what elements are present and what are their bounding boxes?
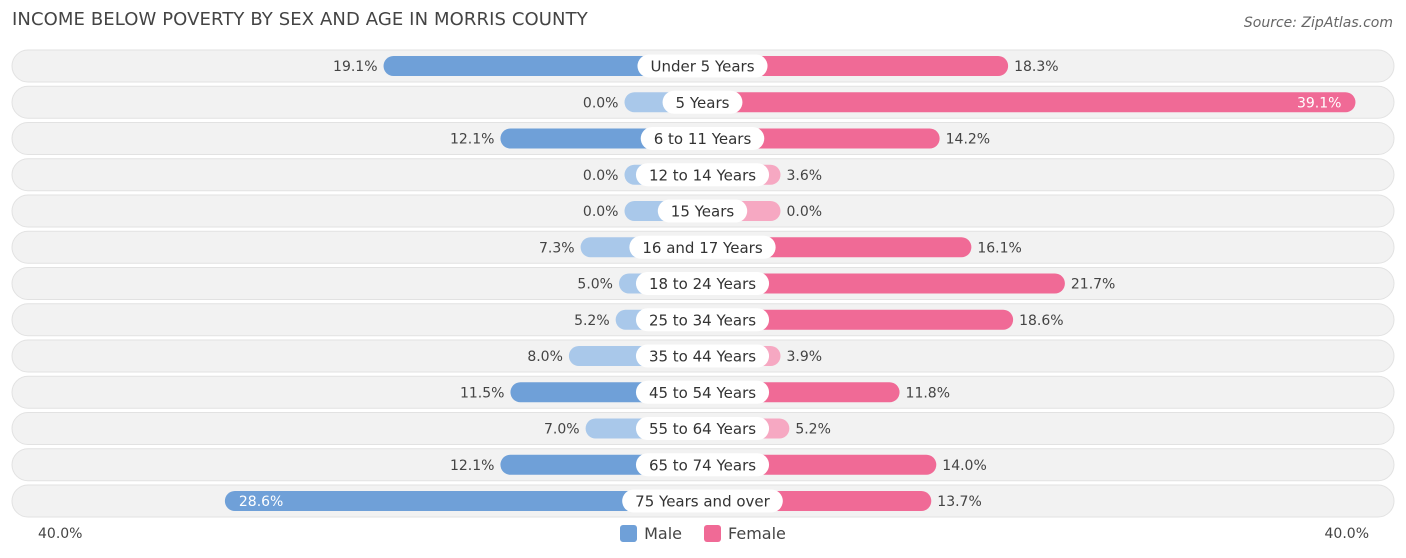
value-label-male: 28.6%: [239, 494, 283, 510]
row-6-to-11-years: 12.1% 14.2% 6 to 11 Years: [11, 122, 1395, 155]
chart-title: INCOME BELOW POVERTY BY SEX AND AGE IN M…: [12, 9, 588, 30]
value-label-male: 12.1%: [450, 458, 494, 474]
row-5-years: 0.0% 39.1% 5 Years: [11, 85, 1395, 119]
bar-male: [224, 491, 703, 511]
value-label-female: 18.3%: [1014, 59, 1058, 75]
value-label-male: 7.3%: [539, 240, 575, 256]
value-label-female: 13.7%: [937, 494, 981, 510]
category-label: 12 to 14 Years: [649, 166, 756, 184]
row-25-to-34-years: 5.2% 18.6% 25 to 34 Years: [11, 303, 1395, 337]
value-label-female: 14.0%: [942, 458, 986, 474]
row-15-years: 0.0% 0.0% 15 Years: [11, 194, 1395, 228]
legend-label-female: Female: [728, 524, 786, 543]
category-label: 35 to 44 Years: [649, 348, 756, 366]
value-label-female: 39.1%: [1297, 95, 1341, 111]
bar-female: [702, 56, 1009, 76]
row-18-to-24-years: 5.0% 21.7% 18 to 24 Years: [11, 267, 1395, 300]
value-label-female: 18.6%: [1019, 313, 1063, 329]
value-label-male: 11.5%: [460, 385, 504, 401]
value-label-male: 0.0%: [583, 204, 619, 220]
category-pill: [635, 163, 770, 187]
value-label-male: 0.0%: [583, 95, 619, 111]
category-label: 55 to 64 Years: [649, 420, 756, 438]
category-label: 15 Years: [671, 203, 735, 221]
category-label: Under 5 Years: [650, 58, 754, 76]
value-label-male: 0.0%: [583, 168, 619, 184]
value-label-male: 5.2%: [574, 313, 610, 329]
category-pill: [635, 453, 770, 477]
value-label-female: 3.6%: [787, 168, 823, 184]
category-pill: [635, 380, 770, 404]
category-label: 5 Years: [676, 94, 730, 112]
value-label-female: 11.8%: [906, 385, 950, 401]
value-label-female: 3.9%: [787, 349, 823, 365]
category-pill: [635, 344, 770, 368]
value-label-male: 5.0%: [577, 277, 613, 293]
row-75-years-and-over: 28.6% 13.7% 75 Years and over: [11, 484, 1395, 518]
legend-swatch-male: [620, 525, 638, 542]
category-pill: [622, 489, 783, 513]
row-35-to-44-years: 8.0% 3.9% 35 to 44 Years: [11, 339, 1395, 373]
value-label-female: 21.7%: [1071, 277, 1115, 293]
legend-label-male: Male: [644, 524, 683, 543]
category-label: 75 Years and over: [635, 493, 770, 511]
category-label: 25 to 34 Years: [649, 311, 756, 329]
category-pill: [657, 199, 748, 223]
category-pill: [635, 417, 770, 440]
bar-female: [702, 309, 1014, 330]
category-pill: [635, 272, 770, 295]
legend-swatch-female: [704, 525, 722, 542]
value-label-female: 5.2%: [795, 422, 831, 438]
source-credit: Source: ZipAtlas.com: [1243, 15, 1393, 31]
axis-label-right: 40.0%: [1324, 526, 1369, 542]
row-16-and-17-years: 7.3% 16.1% 16 and 17 Years: [11, 230, 1395, 264]
category-label: 65 to 74 Years: [649, 456, 756, 474]
category-label: 16 and 17 Years: [642, 239, 762, 257]
category-label: 18 to 24 Years: [649, 275, 756, 293]
value-label-female: 16.1%: [977, 240, 1021, 256]
row-45-to-54-years: 11.5% 11.8% 45 to 54 Years: [11, 375, 1395, 409]
category-pill: [662, 90, 743, 114]
value-label-male: 19.1%: [333, 59, 377, 75]
category-pill: [637, 54, 768, 78]
bar-female: [702, 92, 1356, 113]
value-label-female: 14.2%: [946, 132, 990, 148]
axis-label-left: 40.0%: [38, 526, 83, 542]
row-65-to-74-years: 12.1% 14.0% 65 to 74 Years: [11, 448, 1395, 482]
value-label-male: 7.0%: [544, 422, 580, 438]
category-label: 45 to 54 Years: [649, 384, 756, 402]
value-label-male: 12.1%: [450, 132, 494, 148]
row-12-to-14-years: 0.0% 3.6% 12 to 14 Years: [11, 158, 1395, 192]
poverty-chart: 19.1% 18.3% Under 5 Years 0.0% 39.1% 5 Years 1…: [11, 49, 1395, 518]
bar-male: [383, 56, 703, 76]
value-label-male: 8.0%: [527, 349, 563, 365]
value-label-female: 0.0%: [787, 204, 823, 220]
category-pill: [629, 235, 776, 259]
category-label: 6 to 11 Years: [654, 130, 752, 148]
legend-item-male: Male: [620, 524, 682, 543]
category-pill: [640, 127, 765, 150]
category-pill: [635, 308, 770, 332]
legend: Male Female: [0, 524, 1406, 543]
row-55-to-64-years: 7.0% 5.2% 55 to 64 Years: [11, 412, 1395, 445]
bar-female: [702, 273, 1065, 294]
legend-item-female: Female: [704, 524, 786, 543]
row-under-5-years: 19.1% 18.3% Under 5 Years: [11, 49, 1395, 83]
